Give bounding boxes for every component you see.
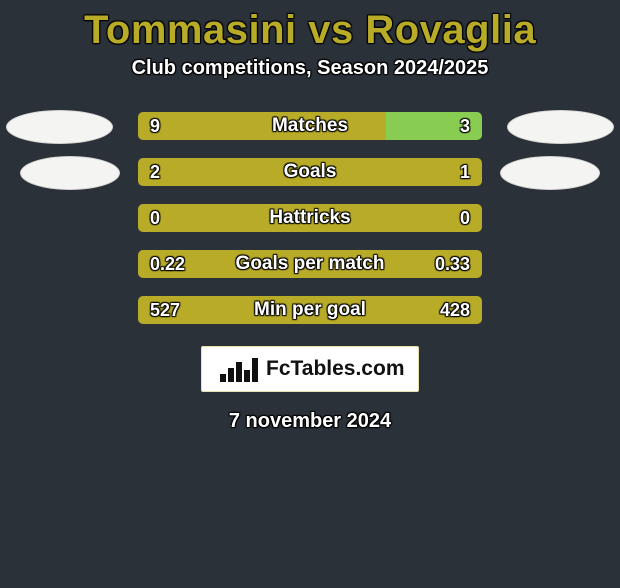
stat-bar: 93Matches: [138, 112, 482, 140]
player-avatar-right: [500, 156, 600, 190]
logo-bars-icon: [220, 356, 260, 382]
stat-bar: 0.220.33Goals per match: [138, 250, 482, 278]
player-avatar-right: [507, 110, 614, 144]
player-avatar-left: [6, 110, 113, 144]
date-label: 7 november 2024: [0, 410, 620, 433]
subtitle: Club competitions, Season 2024/2025: [0, 57, 620, 80]
stat-row: 93Matches: [0, 110, 620, 156]
fctables-logo: FcTables.com: [201, 346, 419, 392]
stat-bar: 00Hattricks: [138, 204, 482, 232]
comparison-card: Tommasini vs Rovaglia Club competitions,…: [0, 8, 620, 433]
stat-bar: 21Goals: [138, 158, 482, 186]
logo-text: FcTables.com: [266, 347, 405, 391]
stat-bar: 527428Min per goal: [138, 296, 482, 324]
stat-rows: 93Matches 21Goals 00Hattricks 0.220.33Goals…: [0, 110, 620, 340]
stat-row: 00Hattricks: [0, 202, 620, 248]
stat-row: 527428Min per goal: [0, 294, 620, 340]
stat-row: 0.220.33Goals per match: [0, 248, 620, 294]
stat-row: 21Goals: [0, 156, 620, 202]
page-title: Tommasini vs Rovaglia: [0, 8, 620, 53]
stat-label: Min per goal: [138, 296, 482, 324]
stat-label: Matches: [138, 112, 482, 140]
stat-label: Goals per match: [138, 250, 482, 278]
stat-label: Goals: [138, 158, 482, 186]
stat-label: Hattricks: [138, 204, 482, 232]
player-avatar-left: [20, 156, 120, 190]
